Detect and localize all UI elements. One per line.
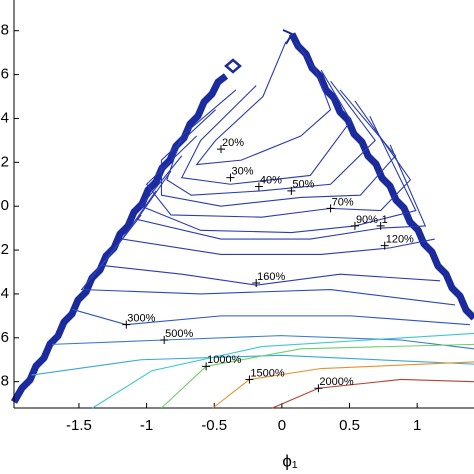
contour-label: 40% [260,174,282,186]
contour-label-marker [376,221,385,230]
contour-label-marker [245,375,254,384]
domain-boundary [10,29,474,404]
y-tick-label: 8 [1,373,9,390]
contour-line [161,343,474,409]
right-boundary [288,32,474,321]
contour-label-marker [226,173,235,182]
y-tick-label: 6 [1,66,9,83]
contour-line [92,332,474,409]
contour-label: 1500% [250,367,284,379]
contour-label: 120% [386,234,414,246]
contour-line [80,238,456,306]
contour-label-marker [160,336,169,344]
contour-label-marker [217,145,225,154]
x-tick-label: 1 [413,417,421,434]
contour-label: 500% [165,328,193,340]
contour-label: 30% [231,166,253,178]
y-tick-label: 8 [1,22,9,39]
contour-line [195,41,332,166]
y-tick-label: 2 [1,241,9,258]
contour-label: 2000% [319,376,353,388]
x-tick-label: -1.5 [66,417,92,434]
contour-line [180,69,352,185]
contour-line [145,100,412,218]
contour-label-marker [202,362,211,371]
y-tick-label: 0 [1,197,9,214]
y-tick-label: 2 [1,153,9,170]
contour-label-marker [122,320,131,329]
contour-label: 300% [127,313,155,325]
contour-line [51,335,474,350]
apex-contour [282,29,294,45]
x-tick-label: 0.5 [339,417,360,434]
y-tick-label: 4 [1,109,9,126]
contour-label: 1 [382,214,388,226]
contour-label-marker [314,384,323,393]
contour-line [212,361,474,409]
contour-label-marker [350,221,359,230]
contour-label: 50% [292,179,314,191]
island-contour [224,58,242,74]
contour-label: 1000% [207,354,241,366]
contour-line [160,89,397,207]
y-tick-label: 4 [1,285,9,302]
contour-label-marker [287,186,296,195]
contour-label-marker [252,278,261,287]
contour-label: 160% [257,271,285,283]
contour-label-marker [380,241,389,250]
left-boundary [10,73,229,404]
contour-line [72,308,470,326]
contour-line [140,116,417,234]
contour-label-marker [326,204,335,213]
contour-label-marker [254,182,263,191]
x-tick-label: 0 [278,417,286,434]
contour-line [121,190,435,256]
contour-label: 20% [222,137,244,149]
y-tick-label: 6 [1,329,9,346]
contour-label: 90% [356,214,378,226]
x-tick-label: -1 [140,417,153,434]
x-tick-label: -0.5 [201,417,227,434]
contour-label: 70% [332,196,354,208]
contour-line [272,378,474,409]
x-axis-label: ϕ₁ [282,451,298,470]
